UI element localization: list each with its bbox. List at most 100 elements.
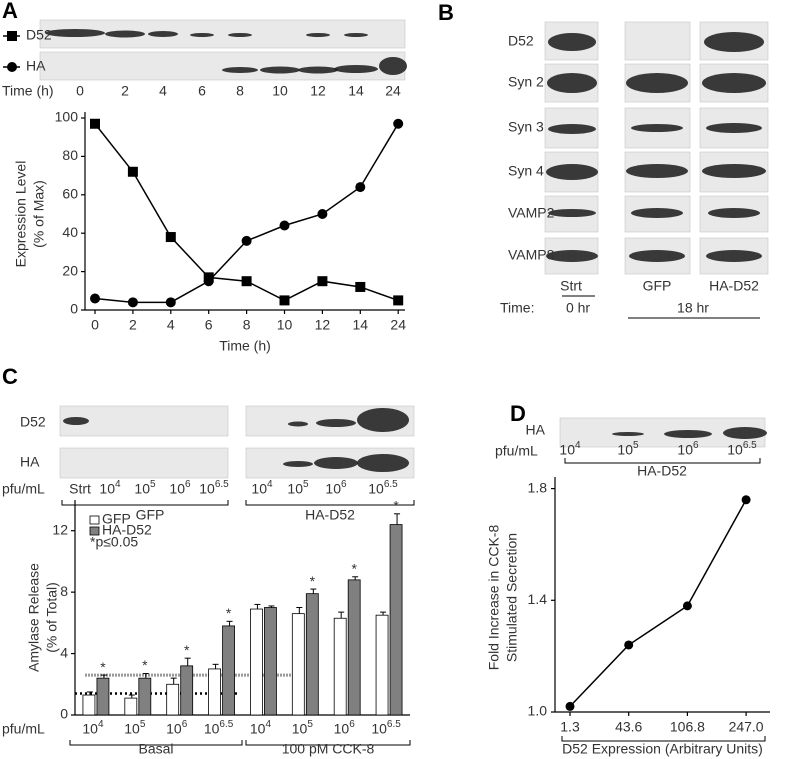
significance-label: * xyxy=(142,657,148,673)
blot-lane-label: 104 xyxy=(99,479,121,497)
x-tick-label: 104 xyxy=(82,719,104,737)
bar xyxy=(250,608,263,716)
legend-label: HA xyxy=(26,58,46,74)
x-tick-label: 104 xyxy=(250,719,272,737)
y-tick-label: 12 xyxy=(52,521,68,537)
blot-lane-label: 106.5 xyxy=(727,440,757,458)
blot-unit: pfu/mL xyxy=(495,443,538,459)
blot-row-label: Syn 2 xyxy=(508,74,544,90)
bar xyxy=(208,668,221,716)
x-prefix: pfu/mL xyxy=(2,721,45,737)
significance-label: * xyxy=(184,642,190,658)
marker xyxy=(393,295,404,306)
marker xyxy=(241,235,252,246)
blot-lane-label: 104 xyxy=(251,479,273,497)
panel-label: B xyxy=(438,0,454,25)
blot-lane-label: 14 xyxy=(348,83,364,99)
legend-label: D52 xyxy=(26,27,52,43)
blot-row-label: D52 xyxy=(20,414,46,430)
blot-lane-label: 106 xyxy=(325,479,347,497)
y-tick-label: 1.8 xyxy=(528,479,548,495)
blot-lane-label: 106 xyxy=(169,479,191,497)
marker xyxy=(317,276,328,287)
blot-lane-label: 106.5 xyxy=(368,479,398,497)
series-line xyxy=(569,499,747,707)
blot-group-label: GFP xyxy=(136,507,165,523)
significance-label: * xyxy=(310,573,316,589)
x-tick-label: 0 xyxy=(91,317,99,333)
bar xyxy=(333,617,347,716)
marker xyxy=(741,495,751,505)
marker xyxy=(279,295,290,306)
marker xyxy=(393,118,404,129)
x-tick-label: 106.5 xyxy=(204,719,234,737)
series-line xyxy=(94,123,399,302)
blot-unit: pfu/mL xyxy=(2,481,45,497)
blot-row-label: HA xyxy=(526,422,546,438)
marker xyxy=(241,276,252,287)
bar xyxy=(389,524,403,716)
marker xyxy=(127,166,138,177)
significance-label: * xyxy=(351,560,357,576)
bar xyxy=(138,677,152,716)
blot-lane-label: 106 xyxy=(677,440,699,458)
significance-label: * xyxy=(226,605,232,621)
legend-swatch xyxy=(89,526,100,536)
blot-lane-label: 0 xyxy=(76,83,84,99)
x-tick-label: 106.5 xyxy=(371,719,401,737)
bar xyxy=(96,677,110,716)
y-tick-label: 8 xyxy=(60,583,68,599)
y-axis-label: (% of Total) xyxy=(44,582,60,653)
blot-row-label: Syn 3 xyxy=(508,119,544,135)
blot-lane-label: 12 xyxy=(310,83,326,99)
x-tick-label: 10 xyxy=(277,317,293,333)
marker xyxy=(165,297,176,308)
y-tick-label: 1.4 xyxy=(528,591,548,607)
marker xyxy=(317,209,328,219)
marker xyxy=(279,220,290,231)
bar xyxy=(347,579,361,716)
significance-label: * xyxy=(393,498,399,514)
y-tick-label: 40 xyxy=(62,224,78,240)
y-tick-label: 4 xyxy=(60,644,68,660)
y-tick-label: 20 xyxy=(62,262,78,278)
group-label: 100 pM CCK-8 xyxy=(282,741,375,757)
blot-row-label: VAMP8 xyxy=(508,247,555,263)
panel-label: A xyxy=(2,0,18,23)
blot-lane-label: 6 xyxy=(198,83,206,99)
bar xyxy=(82,694,96,716)
blot-lane-label: 105 xyxy=(617,440,639,458)
legend-label: HA-D52 xyxy=(102,522,152,538)
marker xyxy=(7,62,17,72)
x-tick-label: 105 xyxy=(124,719,146,737)
panel-label: C xyxy=(2,364,18,389)
blot-lane-label: 10 xyxy=(272,83,288,99)
marker xyxy=(90,118,100,129)
blot-lane-label: 105 xyxy=(287,479,309,497)
y-tick-label: 1.0 xyxy=(528,703,548,719)
x-tick-label: 4 xyxy=(167,317,175,333)
blot-row-label: Syn 4 xyxy=(508,163,544,179)
y-tick-label: 80 xyxy=(62,147,78,163)
x-tick-label: 8 xyxy=(243,317,251,333)
blot-group-label: HA-D52 xyxy=(305,507,355,523)
blot-time-label: Time (h) xyxy=(2,83,54,99)
x-tick-label: 2 xyxy=(129,317,137,333)
blot-row-label: D52 xyxy=(508,33,534,49)
y-axis-label: Expression Level xyxy=(13,161,29,268)
x-tick-label: 106.8 xyxy=(670,719,705,735)
y-tick-label: 60 xyxy=(62,186,78,202)
bar xyxy=(124,697,138,716)
bar xyxy=(222,625,235,716)
y-axis-label: Amylase Release xyxy=(26,563,42,672)
marker xyxy=(90,293,100,304)
significance-label: * xyxy=(100,659,106,675)
blot-row-label: VAMP2 xyxy=(508,205,555,221)
marker xyxy=(355,182,366,193)
x-tick-label: 247.0 xyxy=(729,719,764,735)
x-tick-label: 14 xyxy=(353,317,369,333)
marker xyxy=(165,232,176,243)
axes xyxy=(554,477,770,713)
x-tick-label: 1.3 xyxy=(560,719,580,735)
